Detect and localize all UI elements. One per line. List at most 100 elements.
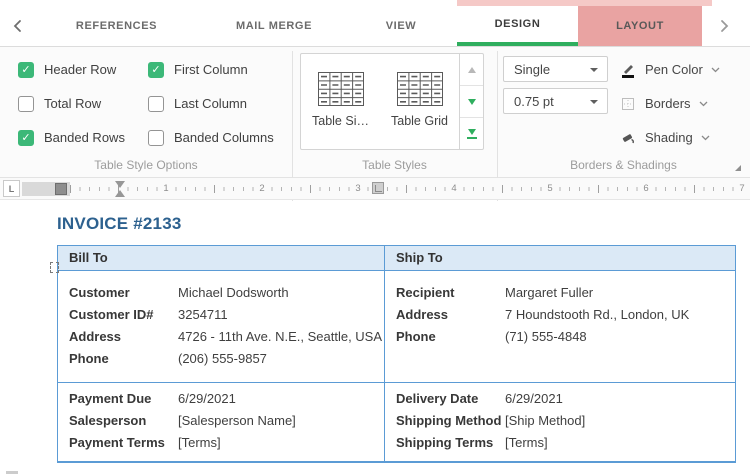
caret-down-icon [590,100,598,104]
ruler-number: 2 [256,182,268,196]
triangle-down-icon [467,128,476,135]
checkbox-label: Last Column [174,96,247,111]
gallery-scroll-up-button[interactable] [460,54,483,85]
borders-icon [620,96,636,112]
borders-button[interactable]: Borders [620,95,708,112]
border-line-style-dropdown[interactable]: Single [503,56,608,82]
dropdown-value: 0.75 pt [514,93,554,109]
checkbox-label: Total Row [44,96,102,111]
gallery-expand-button[interactable] [460,117,483,149]
ruler-number: 3 [352,182,364,196]
table-row: Address 4726 - 11th Ave. N.E., Seattle, U… [69,326,382,348]
table-row: Recipient Margaret Fuller [396,282,727,304]
field-label: Phone [395,329,436,344]
invoice-table: Bill To Ship To Customer Michael Dodswort… [57,245,736,463]
triangle-up-icon [467,66,476,73]
dialog-launcher-icon[interactable] [735,165,741,171]
table-style-simple[interactable]: Table Si… [301,54,380,149]
document-page[interactable]: INVOICE #2133 Bill To Ship To Customer Mi… [0,201,750,476]
tab-scroll-right-button[interactable] [708,6,742,46]
checkbox-label: Banded Rows [44,130,125,145]
checkbox-last-column[interactable]: Last Column [148,95,247,112]
border-line-weight-dropdown[interactable]: 0.75 pt [503,88,608,114]
table-row: Shipping Method [Ship Method] [396,410,727,432]
pen-color-button[interactable]: Pen Color [620,61,720,78]
checkbox-icon: ✓ [18,61,34,78]
field-label: Delivery Date [395,391,479,406]
tab-view[interactable]: VIEW [345,6,457,46]
table-row: Address 7 Houndstooth Rd., London, UK [396,304,727,326]
ship-to-info-cell[interactable]: Recipient Margaret Fuller Address 7 Hounds… [384,270,735,382]
tab-label: REFERENCES [75,20,158,32]
indent-marker-icon[interactable] [115,181,125,197]
ship-to-header-cell[interactable]: Ship To [384,246,735,270]
margin-marker-icon[interactable] [55,183,67,195]
tab-layout[interactable]: LAYOUT [578,6,702,46]
ruler-number: 5 [544,182,556,196]
table-row: Payment Due 6/29/2021 [69,388,376,410]
button-label: Borders [645,96,691,111]
table-row: Customer ID# 3254711 [69,304,376,326]
invoice-title: INVOICE #2133 [57,214,182,233]
ruler-number: 7 [736,182,748,196]
checkbox-first-column[interactable]: ✓ First Column [148,61,248,78]
field-value: 6/29/2021 [178,391,236,406]
group-label-table-style-options: Table Style Options [94,158,198,172]
shading-button[interactable]: Shading [620,129,710,146]
payment-terms-cell[interactable]: Payment Due 6/29/2021 Salesperson [Salespe… [58,382,385,461]
field-value: (206) 555-9857 [178,351,267,366]
ruler-number: 6 [640,182,652,196]
checkbox-icon: ✓ [148,61,164,78]
ruler-number: 4 [448,182,460,196]
field-value: [Terms] [504,435,548,450]
field-value: Michael Dodsworth [178,285,289,300]
group-label-borders-shadings: Borders & Shadings [570,158,677,172]
first-line-indent-icon [115,181,125,188]
checkbox-banded-rows[interactable]: ✓ Banded Rows [18,129,125,146]
gallery-scroll-down-button[interactable] [460,85,483,117]
group-divider [292,51,293,219]
table-style-preview-icon [317,72,364,106]
shipping-terms-cell[interactable]: Delivery Date 6/29/2021 Shipping Method [S… [384,382,735,461]
tab-scroll-left-button[interactable] [0,6,34,46]
checkbox-banded-columns[interactable]: Banded Columns [148,129,274,146]
scrollbar-nub [6,471,18,474]
tab-references[interactable]: REFERENCES [30,6,203,46]
field-value: (71) 555-4848 [504,329,587,344]
field-label: Shipping Method [395,413,502,428]
checkbox-icon: ✓ [18,129,34,146]
shading-icon [620,130,636,146]
table-style-grid[interactable]: Table Grid [380,54,459,149]
table-row: Shipping Terms [Terms] [396,432,727,454]
field-value: 7 Houndstooth Rd., London, UK [504,307,690,322]
chevron-left-icon [12,19,22,33]
group-borders-shadings: Single 0.75 pt Pen Color [497,47,750,178]
field-label: Phone [69,351,109,366]
field-label: Payment Terms [69,435,165,450]
checkbox-total-row[interactable]: Total Row [18,95,101,112]
expand-bar-icon [466,136,477,139]
field-label: Customer ID# [69,307,154,322]
tab-design[interactable]: DESIGN [457,6,578,46]
group-table-styles: Table Si… [292,47,497,178]
table-row: Phone (206) 555-9857 [69,348,376,370]
tab-mail-merge[interactable]: MAIL MERGE [203,6,345,46]
table-row: Phone (71) 555-4848 [396,326,727,348]
checkbox-icon [148,95,164,112]
table-style-label: Table Grid [391,114,448,128]
bill-to-info-cell[interactable]: Customer Michael Dodsworth Customer ID# 32… [58,270,385,382]
gallery-items: Table Si… [301,54,459,149]
checkbox-header-row[interactable]: ✓ Header Row [18,61,116,78]
horizontal-ruler[interactable]: L 1 2 3 4 5 6 7 [0,178,750,200]
chevron-down-icon [711,67,720,73]
field-label: Address [395,307,449,322]
chevron-down-icon [701,135,710,141]
tab-stop-selector[interactable]: L [3,180,20,197]
tab-label: LAYOUT [616,20,664,32]
field-label: Address [69,329,122,344]
field-value: Margaret Fuller [504,285,594,300]
checkbox-icon [148,129,164,146]
bill-to-header-cell[interactable]: Bill To [58,246,385,270]
button-label: Pen Color [645,62,703,77]
table-column-marker-icon[interactable] [372,182,384,194]
